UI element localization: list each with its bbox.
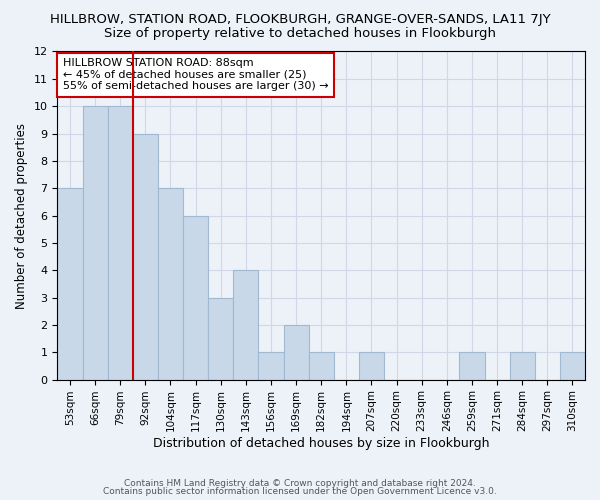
Bar [460, 352, 485, 380]
Bar [133, 134, 158, 380]
Bar [359, 352, 384, 380]
Y-axis label: Number of detached properties: Number of detached properties [15, 122, 28, 308]
Bar [509, 352, 535, 380]
Bar [259, 352, 284, 380]
Bar [58, 188, 83, 380]
Bar [560, 352, 585, 380]
Text: Size of property relative to detached houses in Flookburgh: Size of property relative to detached ho… [104, 28, 496, 40]
Text: Contains HM Land Registry data © Crown copyright and database right 2024.: Contains HM Land Registry data © Crown c… [124, 478, 476, 488]
Bar [208, 298, 233, 380]
Bar [83, 106, 107, 380]
Bar [284, 325, 308, 380]
Bar [233, 270, 259, 380]
Bar [107, 106, 133, 380]
Bar [183, 216, 208, 380]
Text: Contains public sector information licensed under the Open Government Licence v3: Contains public sector information licen… [103, 487, 497, 496]
X-axis label: Distribution of detached houses by size in Flookburgh: Distribution of detached houses by size … [153, 437, 490, 450]
Text: HILLBROW STATION ROAD: 88sqm
← 45% of detached houses are smaller (25)
55% of se: HILLBROW STATION ROAD: 88sqm ← 45% of de… [62, 58, 328, 92]
Bar [308, 352, 334, 380]
Text: HILLBROW, STATION ROAD, FLOOKBURGH, GRANGE-OVER-SANDS, LA11 7JY: HILLBROW, STATION ROAD, FLOOKBURGH, GRAN… [50, 12, 550, 26]
Bar [158, 188, 183, 380]
